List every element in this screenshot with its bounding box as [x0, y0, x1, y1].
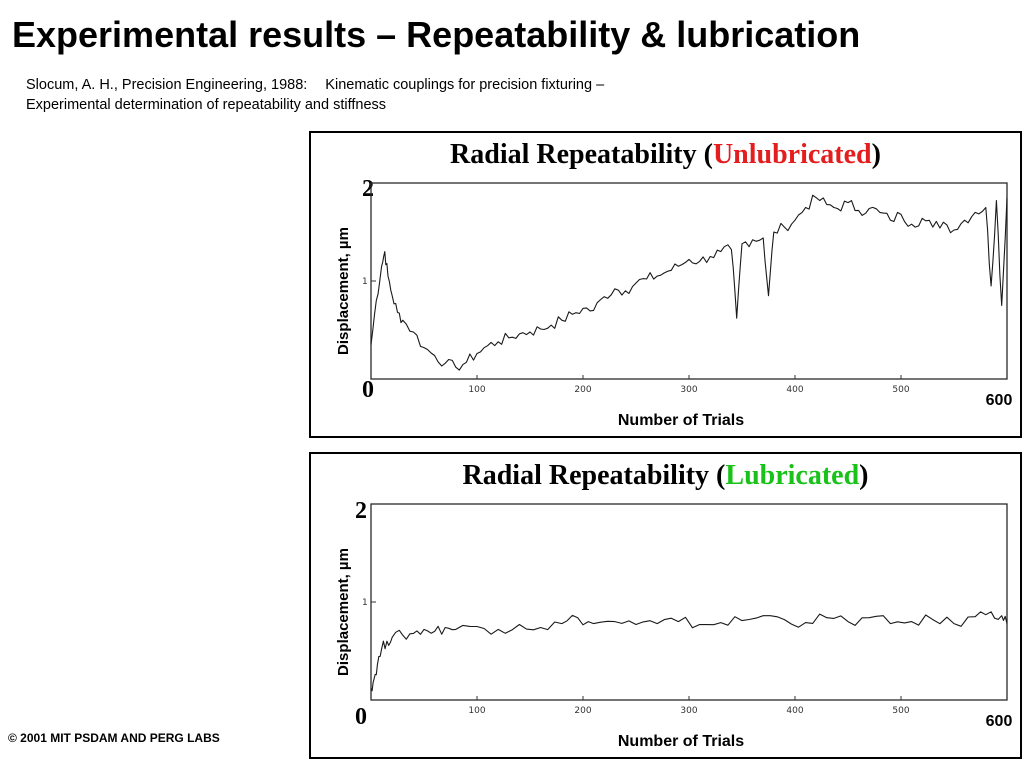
citation-paper-title: Kinematic couplings for precision fixtur…: [325, 77, 605, 93]
chart-title-suffix: ): [871, 139, 881, 170]
series-line: [370, 194, 1008, 371]
x-axis-max-label: 600: [981, 712, 1017, 731]
x-axis-tick-label: 400: [786, 385, 803, 395]
x-axis-tick-label: 500: [892, 385, 909, 395]
x-axis-tick-label: 500: [892, 706, 909, 716]
chart-title: Radial Repeatability (Unlubricated): [311, 139, 1020, 171]
x-axis-label: Number of Trials: [617, 412, 745, 429]
chart-title-prefix: Radial Repeatability (: [462, 460, 726, 491]
x-axis-tick-label: 200: [574, 706, 591, 716]
x-axis-tick-label: 200: [574, 385, 591, 395]
y-axis-label: Displacement, µm: [335, 548, 352, 676]
y-axis-tick-label: 1: [362, 277, 368, 287]
slide-title: Experimental results – Repeatability & l…: [12, 14, 861, 55]
x-axis-tick-label: 400: [786, 706, 803, 716]
chart-title-prefix: Radial Repeatability (: [450, 139, 713, 170]
x-axis-tick-label: 100: [468, 385, 485, 395]
y-axis-min-label: 0: [355, 704, 367, 730]
plot-frame: [370, 182, 1008, 380]
y-axis-max-label: 2: [355, 498, 367, 524]
citation-source: Slocum, A. H., Precision Engineering, 19…: [26, 77, 308, 93]
citation-paper-title-cont: Experimental determination of repeatabil…: [26, 97, 387, 113]
x-axis-tick-label: 100: [468, 706, 485, 716]
y-axis-min-label: 0: [362, 377, 374, 403]
chart-title-condition: Lubricated: [725, 460, 860, 491]
chart-title-suffix: ): [859, 460, 869, 491]
y-axis-label: Displacement, µm: [335, 227, 352, 355]
plot-area: 1 100 200 300 400 500: [362, 503, 1008, 716]
chart-title: Radial Repeatability (Lubricated): [311, 460, 1020, 492]
series-line: [370, 611, 1008, 692]
citation: Slocum, A. H., Precision Engineering, 19…: [26, 75, 604, 115]
y-axis-tick-label: 1: [362, 598, 368, 608]
x-axis-label: Number of Trials: [617, 733, 745, 750]
copyright-notice: © 2001 MIT PSDAM AND PERG LABS: [8, 731, 220, 745]
plot-frame: [370, 503, 1008, 701]
chart-panel-lubricated: Radial Repeatability (Lubricated) 2 Disp…: [309, 452, 1022, 759]
x-axis-tick-label: 300: [680, 385, 697, 395]
chart-panel-unlubricated: Radial Repeatability (Unlubricated) 2 Di…: [309, 131, 1022, 438]
x-axis-tick-label: 300: [680, 706, 697, 716]
chart-title-condition: Unlubricated: [712, 139, 872, 170]
plot-area: 1 100 200 300 400 500: [362, 182, 1008, 395]
x-axis-max-label: 600: [981, 391, 1017, 410]
